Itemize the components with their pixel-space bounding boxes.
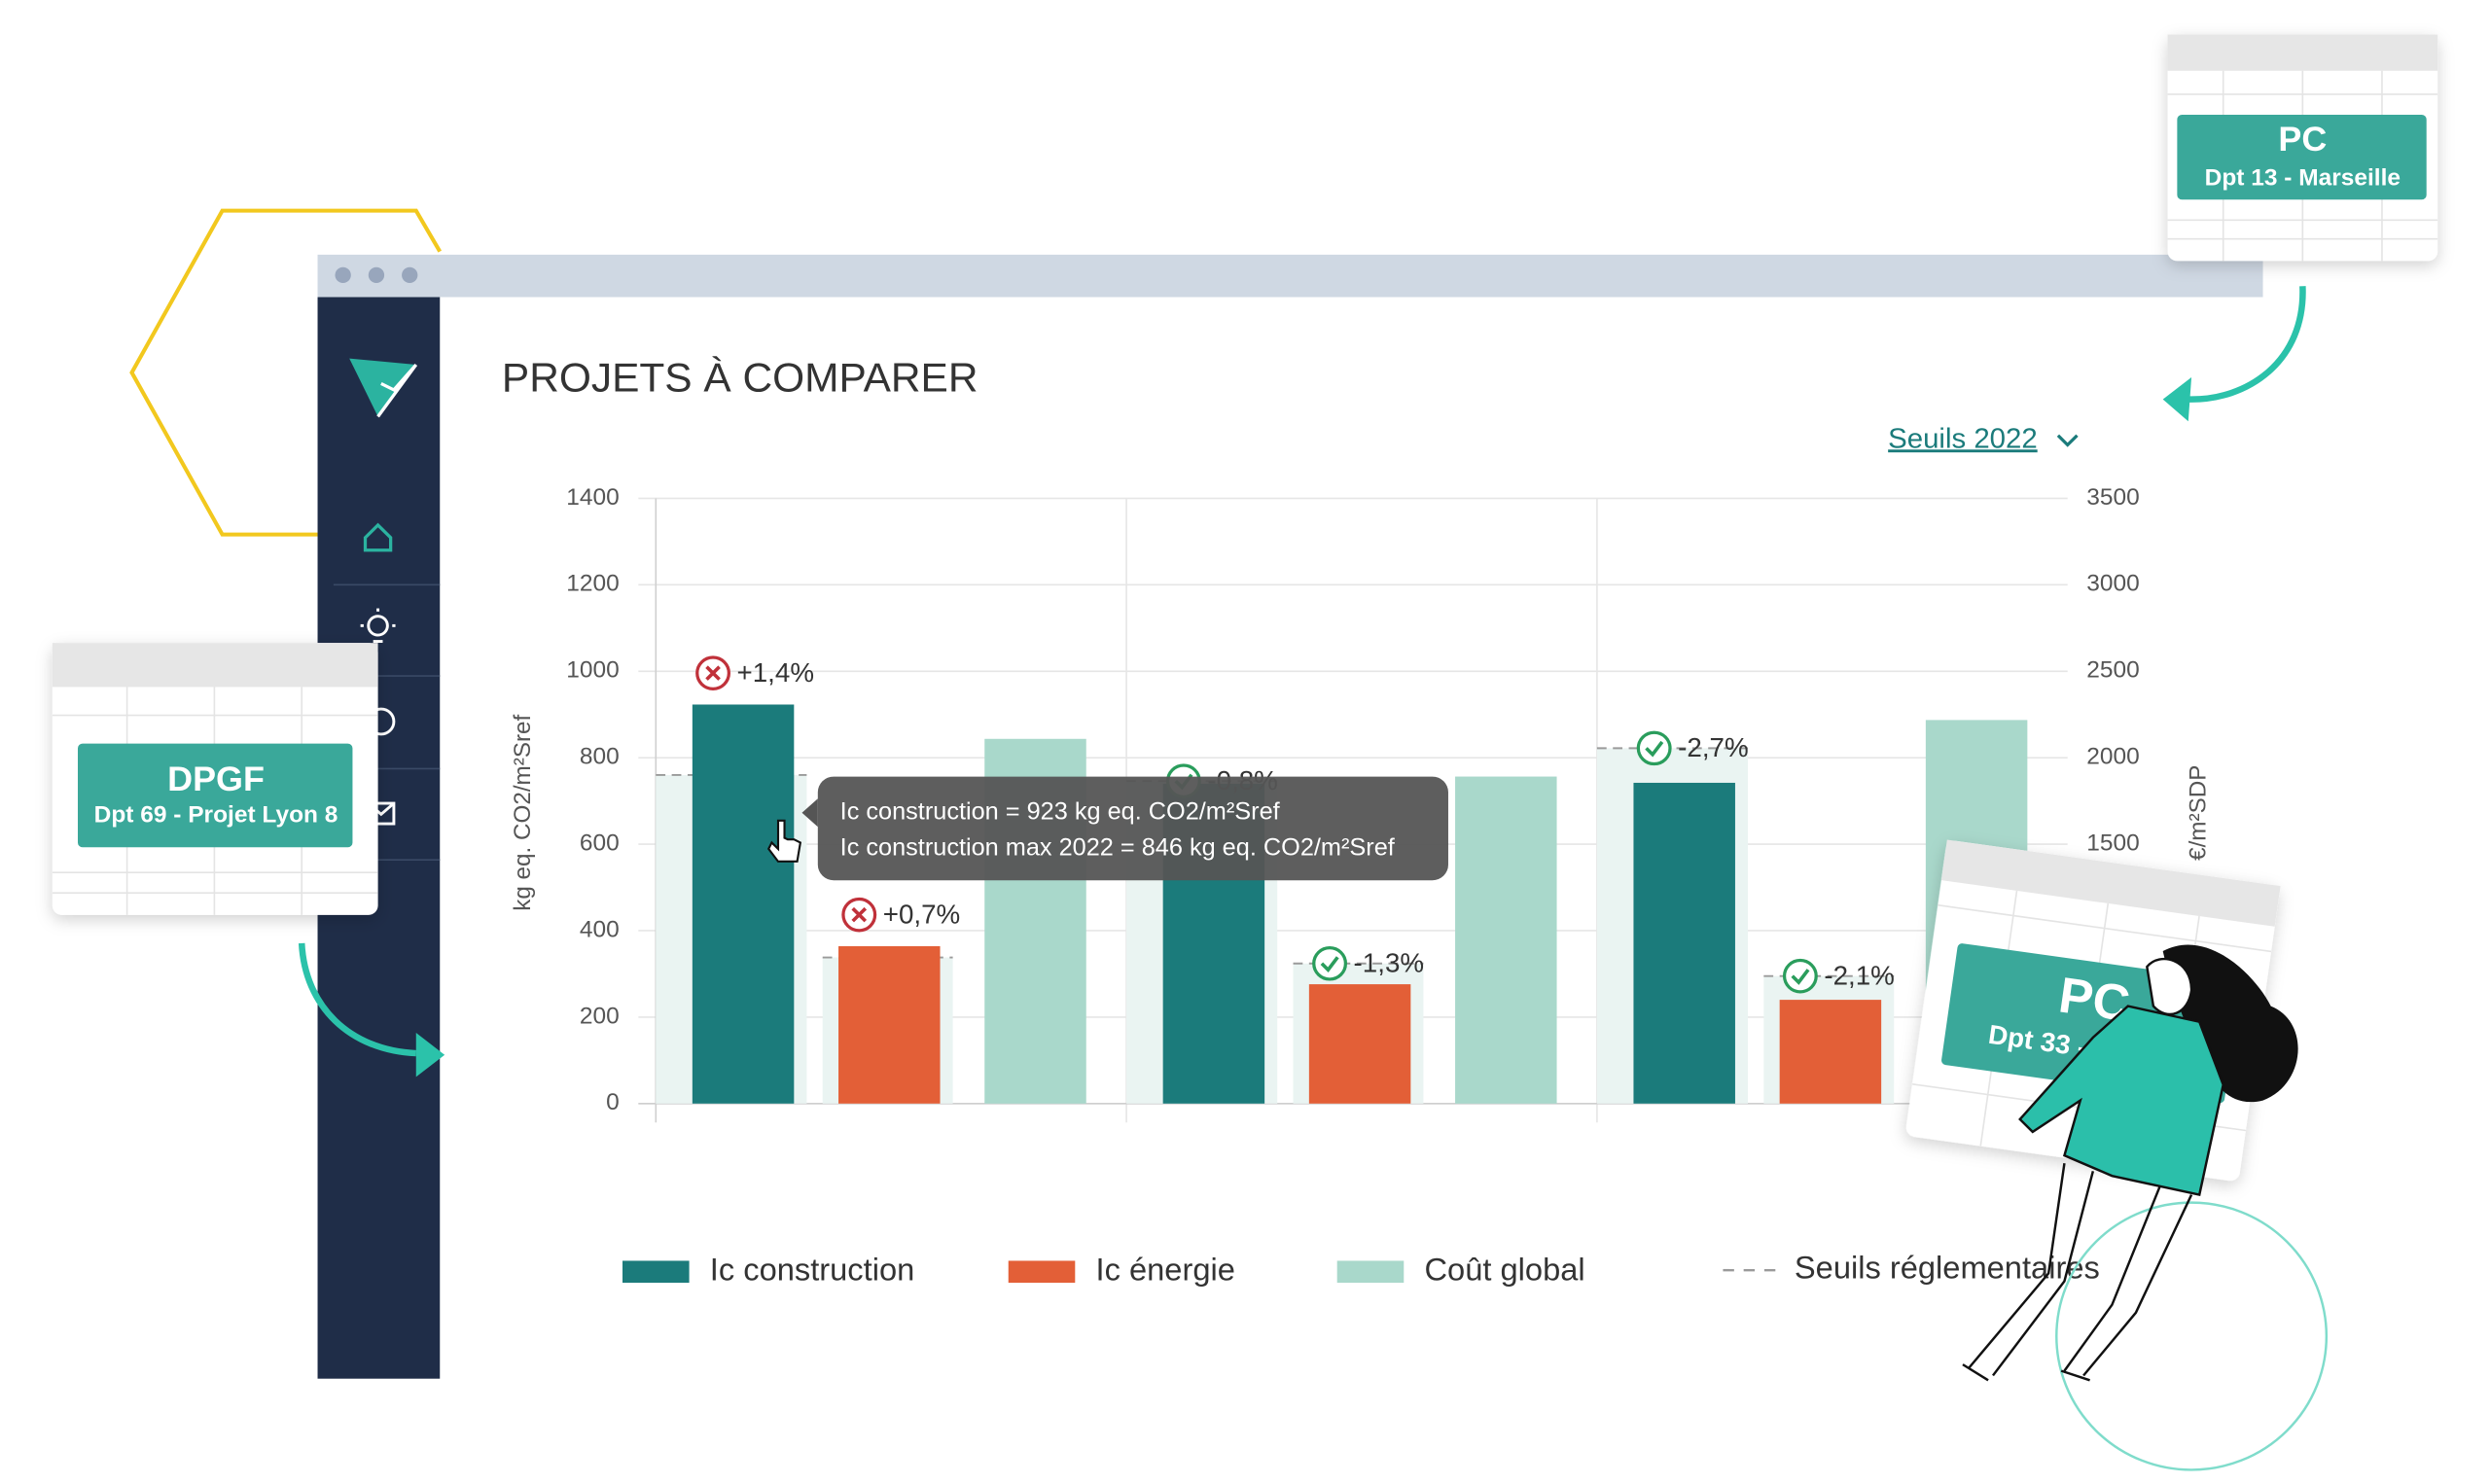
arrow-head [415, 1033, 445, 1078]
cursor [766, 819, 802, 863]
change-label: -1,3% [1354, 948, 1424, 978]
y2-tick-label: 3000 [2086, 571, 2139, 597]
tooltip-line: Ic construction max 2022 = 846 kg eq. CO… [840, 834, 1396, 862]
bar [1633, 782, 1735, 1104]
tooltip-line: Ic construction = 923 kg eq. CO2/m²Sref [840, 797, 1281, 825]
home-icon[interactable] [363, 522, 393, 552]
window-dot [368, 266, 385, 283]
pass-icon [1312, 945, 1348, 981]
change-label: +0,7% [883, 900, 960, 930]
pass-icon [1782, 958, 1818, 994]
pass-icon [1645, 740, 1664, 758]
y-tick-label: 800 [580, 744, 620, 770]
y-tick-label: 200 [580, 1003, 620, 1029]
legend-label: Coût global [1424, 1252, 1584, 1287]
y-tick-label: 1200 [566, 571, 619, 597]
y-tick-label: 0 [606, 1089, 620, 1115]
change-label: -2,7% [1678, 732, 1748, 762]
card-subtitle: Dpt 69 - Projet Lyon 8 [94, 801, 338, 828]
decor-circle [2055, 1201, 2329, 1471]
legend-swatch [1008, 1260, 1076, 1284]
y2-tick-label: 1500 [2086, 830, 2139, 857]
legend-label: Ic construction [710, 1252, 914, 1287]
card-subtitle: Dpt 13 - Marseille [2205, 165, 2401, 192]
y2-tick-label: 3500 [2086, 484, 2139, 511]
window-bar [317, 254, 2263, 298]
legend-swatch [1336, 1260, 1405, 1284]
arrow-head [2162, 376, 2192, 422]
pass-icon [1320, 956, 1339, 972]
dropdown-chevron[interactable] [2056, 434, 2079, 447]
threshold-dropdown[interactable]: Seuils 2022 [1888, 423, 2038, 454]
card-title: DPGF [167, 760, 265, 798]
arrow [2188, 286, 2306, 403]
bar [1308, 984, 1411, 1104]
chart: kg eq. CO2/m²Sref €/m²SDP 0 200 400 600 800 1… [510, 484, 2212, 1287]
fail-icon [705, 665, 721, 681]
fail-icon [851, 906, 868, 923]
card-title: PC [2278, 120, 2327, 159]
tooltip-pointer [801, 798, 818, 828]
legend-label: Seuils réglementaires [1795, 1251, 2100, 1286]
change-label: -2,1% [1824, 961, 1894, 991]
person-illustration [1962, 944, 2298, 1382]
bar [692, 704, 795, 1104]
bar [838, 945, 941, 1104]
window-dot [402, 266, 418, 283]
legend-swatch [622, 1260, 690, 1284]
y-tick-label: 1400 [566, 484, 619, 511]
idea-icon[interactable] [360, 608, 396, 643]
y-tick-label: 1000 [566, 657, 619, 684]
window-dot [335, 266, 351, 283]
tooltip [817, 776, 1448, 881]
y-tick-label: 600 [580, 830, 620, 857]
bar [1455, 776, 1557, 1104]
logo [349, 358, 418, 418]
y2-axis-label: €/m²SDP [2186, 765, 2212, 861]
pass-icon [1636, 730, 1672, 766]
pass-icon [1791, 969, 1810, 985]
card-pc-marseille: PC Dpt 13 - Marseille [2167, 34, 2438, 262]
change-label: +1,4% [737, 657, 814, 688]
card-dpgf-lyon: DPGF Dpt 69 - Projet Lyon 8 [52, 643, 378, 915]
y-tick-label: 400 [580, 916, 620, 942]
arrow [298, 942, 416, 1057]
bar [1779, 1000, 1882, 1104]
y2-tick-label: 2000 [2086, 744, 2139, 770]
y-axis-label: kg eq. CO2/m²Sref [510, 714, 536, 910]
hexagon [129, 208, 443, 537]
legend-label: Ic énergie [1096, 1252, 1235, 1287]
y2-tick-label: 2500 [2086, 657, 2139, 684]
page-title: PROJETS À COMPARER [502, 354, 978, 400]
